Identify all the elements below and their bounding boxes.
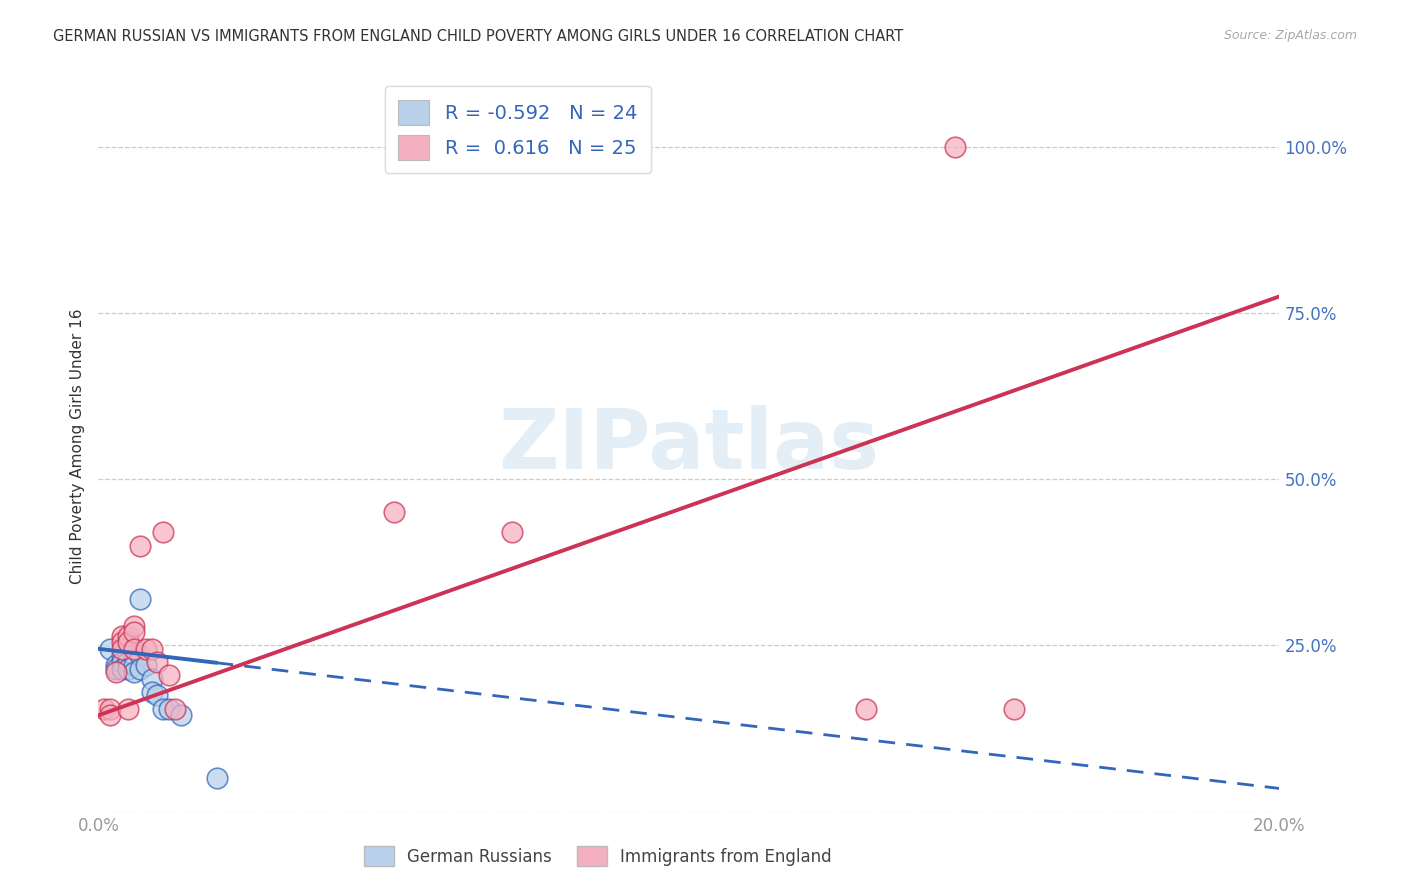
Point [141, 685, 163, 699]
Point [135, 641, 157, 656]
Point [105, 658, 128, 673]
Point [943, 140, 966, 154]
Point [146, 655, 169, 669]
Point [117, 662, 139, 676]
Point [382, 506, 405, 520]
Point [128, 662, 150, 676]
Point [122, 618, 145, 632]
Point [117, 635, 139, 649]
Point [98, 701, 121, 715]
Point [128, 539, 150, 553]
Point [105, 665, 128, 679]
Point [122, 641, 145, 656]
Point [111, 635, 134, 649]
Text: ZIPatlas: ZIPatlas [499, 406, 879, 486]
Point [152, 701, 174, 715]
Legend: R = -0.592   N = 24, R =  0.616   N = 25: R = -0.592 N = 24, R = 0.616 N = 25 [385, 87, 651, 173]
Point [165, 701, 187, 715]
Point [122, 658, 145, 673]
Point [111, 648, 134, 663]
Point [93, 701, 115, 715]
Point [111, 628, 134, 642]
Point [122, 665, 145, 679]
Point [105, 662, 128, 676]
Point [98, 641, 121, 656]
Point [111, 641, 134, 656]
Point [855, 701, 877, 715]
Point [122, 625, 145, 640]
Point [98, 708, 121, 723]
Legend: German Russians, Immigrants from England: German Russians, Immigrants from England [357, 839, 838, 873]
Text: GERMAN RUSSIAN VS IMMIGRANTS FROM ENGLAND CHILD POVERTY AMONG GIRLS UNDER 16 COR: GERMAN RUSSIAN VS IMMIGRANTS FROM ENGLAN… [53, 29, 904, 45]
Point [1002, 701, 1025, 715]
Point [152, 525, 174, 540]
Point [111, 662, 134, 676]
Point [141, 641, 163, 656]
Point [117, 655, 139, 669]
Point [111, 655, 134, 669]
Point [135, 658, 157, 673]
Point [117, 628, 139, 642]
Point [117, 648, 139, 663]
Point [128, 648, 150, 663]
Text: Source: ZipAtlas.com: Source: ZipAtlas.com [1223, 29, 1357, 43]
Point [117, 635, 139, 649]
Point [122, 648, 145, 663]
Point [141, 672, 163, 686]
Point [146, 689, 169, 703]
Point [170, 708, 193, 723]
Point [128, 591, 150, 606]
Point [117, 701, 139, 715]
Point [157, 701, 180, 715]
Point [501, 525, 523, 540]
Point [205, 772, 228, 786]
Point [157, 668, 180, 682]
Y-axis label: Child Poverty Among Girls Under 16: Child Poverty Among Girls Under 16 [69, 309, 84, 583]
